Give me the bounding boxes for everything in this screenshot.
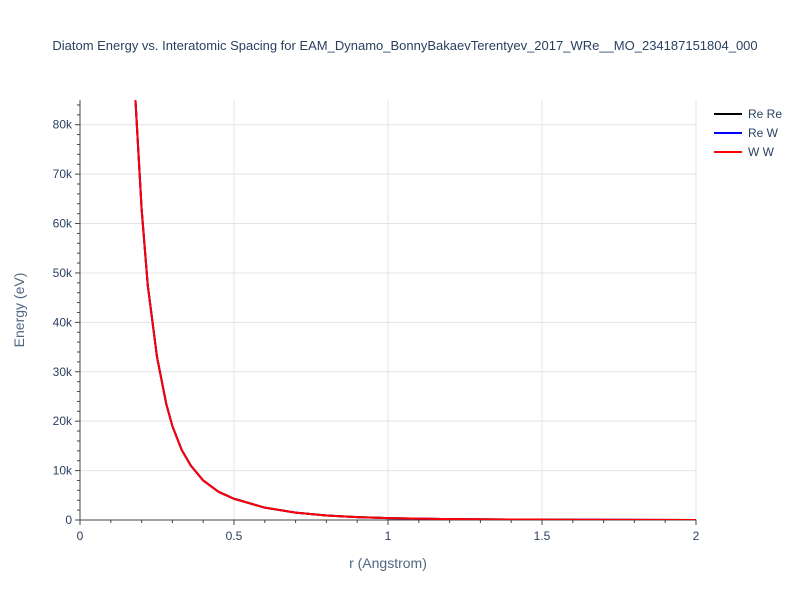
x-tick-label: 0.5 [226, 529, 243, 543]
y-tick-label: 80k [53, 118, 73, 132]
y-tick-label: 70k [53, 167, 73, 181]
y-tick-label: 20k [53, 414, 73, 428]
chart-title: Diatom Energy vs. Interatomic Spacing fo… [52, 38, 757, 53]
x-tick-label: 1 [385, 529, 392, 543]
x-tick-label: 0 [77, 529, 84, 543]
legend-label: Re Re [748, 107, 782, 121]
x-tick-label: 2 [693, 529, 700, 543]
y-tick-label: 30k [53, 365, 73, 379]
series-lines [134, 100, 696, 520]
y-tick-label: 50k [53, 266, 73, 280]
y-axis-title: Energy (eV) [11, 273, 27, 348]
y-tick-label: 0 [65, 513, 72, 527]
legend: Re Re Re W W W [714, 107, 782, 159]
x-axis-title: r (Angstrom) [349, 555, 427, 571]
x-tick-label: 1.5 [534, 529, 551, 543]
legend-label: Re W [748, 126, 779, 140]
series-line-w-w [134, 100, 696, 520]
grid-lines [80, 100, 697, 520]
axes: 0 10k 20k 30k 40k 50k 60k 70k 80k 0 0.5 1 1.5 2 [53, 100, 700, 543]
legend-label: W W [748, 145, 775, 159]
y-tick-label: 10k [53, 464, 73, 478]
y-tick-label: 40k [53, 315, 73, 329]
y-tick-label: 60k [53, 217, 73, 231]
